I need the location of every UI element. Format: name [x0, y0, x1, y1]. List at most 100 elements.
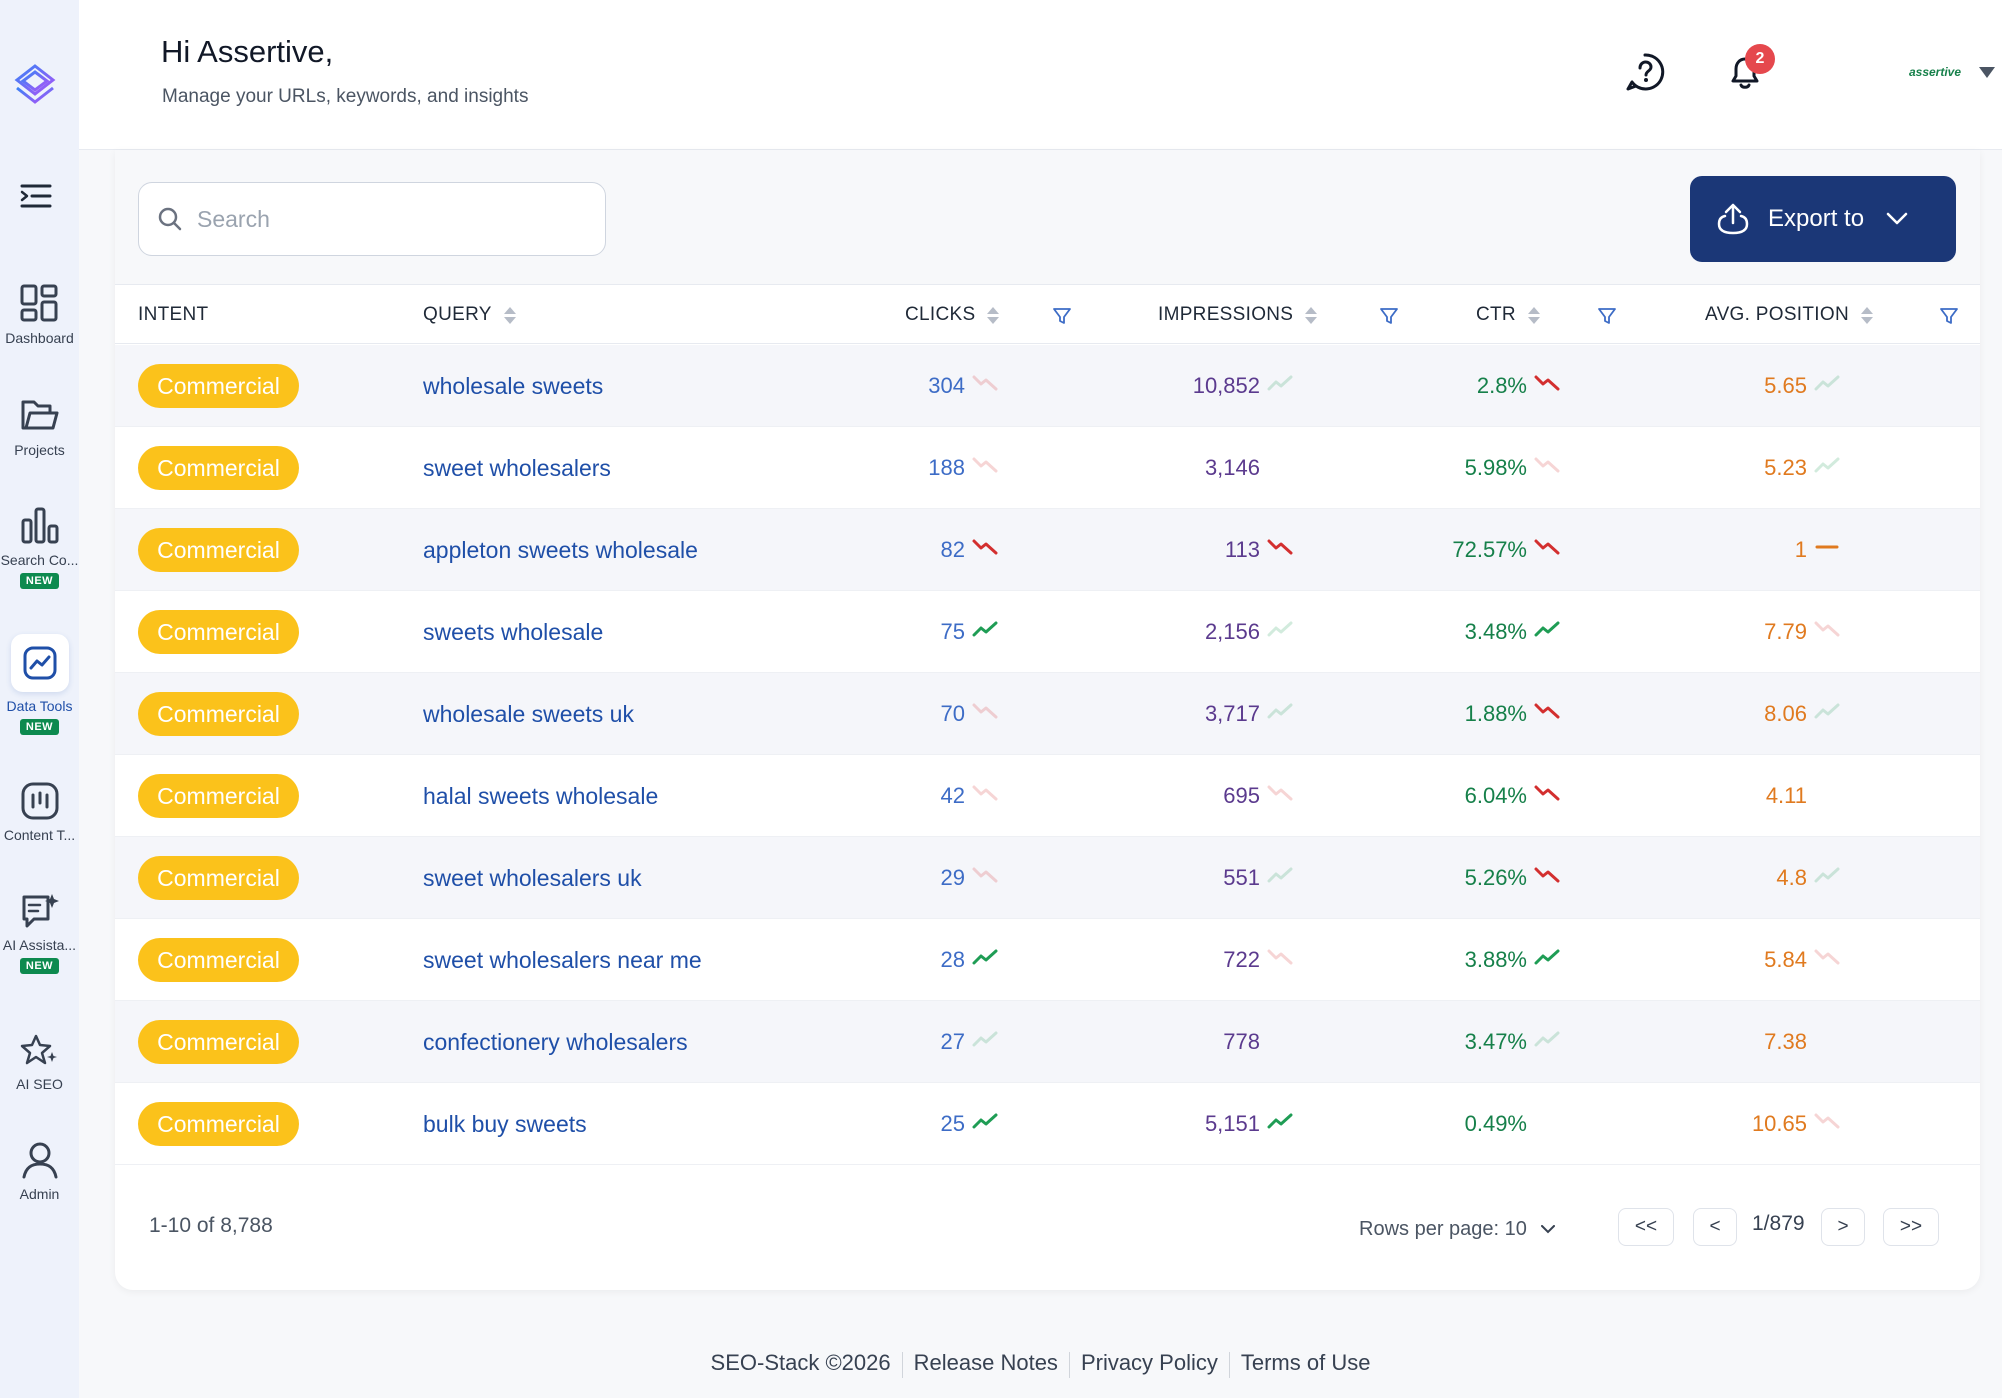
table-row[interactable]: Commercial confectionery wholesalers 27 778…: [115, 1001, 1980, 1083]
query-link[interactable]: halal sweets wholesale: [423, 782, 659, 809]
avg-position-value-cell: 7.38: [115, 1001, 1847, 1083]
content-icon: [21, 782, 58, 820]
sidebar-item-search-console[interactable]: Search Co... NEW: [0, 506, 79, 589]
trend-up-icon: [1534, 621, 1560, 637]
prev-page-button[interactable]: <: [1693, 1208, 1737, 1246]
query-link[interactable]: sweets wholesale: [423, 618, 604, 645]
account-menu[interactable]: assertive: [1897, 42, 1995, 102]
filter-icon[interactable]: [1597, 306, 1617, 326]
ctr-value: 0.49%: [1464, 1111, 1527, 1136]
impressions-value-cell: 778: [115, 1001, 1300, 1083]
divider: [1228, 1352, 1230, 1378]
sidebar-item-data-tools[interactable]: Data Tools NEW: [0, 634, 79, 735]
logo-icon[interactable]: [13, 62, 57, 110]
sidebar-item-ai-seo[interactable]: AI SEO: [0, 1030, 79, 1092]
trend-slot: [1260, 865, 1300, 891]
query-link[interactable]: appleton sweets wholesale: [423, 536, 698, 563]
clicks-value-cell: 304: [115, 345, 1005, 427]
sidebar-item-content-tools[interactable]: Content T...: [0, 781, 79, 843]
filter-icon[interactable]: [1939, 306, 1959, 326]
rows-per-page-select[interactable]: Rows per page: 10: [1359, 1213, 1555, 1245]
trend-slot: [965, 947, 1005, 973]
trend-slot: [1807, 701, 1847, 727]
query-link[interactable]: bulk buy sweets: [423, 1110, 587, 1137]
clicks-value: 82: [940, 537, 965, 562]
filter-icon[interactable]: [1379, 306, 1399, 326]
query-link[interactable]: sweet wholesalers uk: [423, 864, 642, 891]
new-badge: NEW: [19, 719, 60, 735]
trend-slot: [1807, 537, 1847, 563]
table-row[interactable]: Commercial halal sweets wholesale 42 695 6.0…: [115, 755, 1980, 837]
trend-down-icon: [972, 457, 998, 473]
avg-position-value: 5.23: [1764, 455, 1807, 480]
impressions-value: 551: [1223, 865, 1260, 890]
intent-badge: Commercial: [138, 610, 299, 654]
column-header-ctr[interactable]: CTR: [1476, 286, 1540, 344]
ctr-value: 3.88%: [1464, 947, 1527, 972]
sort-icon[interactable]: [1527, 306, 1540, 324]
sidebar-item-ai-assistant[interactable]: AI Assista... NEW: [0, 891, 79, 974]
trend-slot: [1260, 1111, 1300, 1137]
table-row[interactable]: Commercial bulk buy sweets 25 5,151 0.49% 10.…: [115, 1083, 1980, 1165]
top-header: Hi Assertive, Manage your URLs, keywords…: [79, 0, 2002, 150]
sidebar-item-admin[interactable]: Admin: [0, 1140, 79, 1202]
sidebar-item-label: Search Co...: [0, 552, 79, 568]
query-link[interactable]: confectionery wholesalers: [423, 1028, 688, 1055]
page-indicator: 1/879: [1752, 1212, 1805, 1235]
ctr-value-cell: 3.47%: [115, 1001, 1567, 1083]
avg-position-value: 8.06: [1764, 701, 1807, 726]
terms-of-use-link[interactable]: Terms of Use: [1240, 1350, 1371, 1375]
avg-position-value-cell: 8.06: [115, 673, 1847, 755]
trend-slot: [965, 619, 1005, 645]
search-box[interactable]: [138, 182, 606, 256]
first-page-button[interactable]: <<: [1618, 1208, 1674, 1246]
query-link[interactable]: sweet wholesalers near me: [423, 946, 702, 973]
intent-badge: Commercial: [138, 692, 299, 736]
column-header-query[interactable]: QUERY: [423, 286, 516, 344]
table-row[interactable]: Commercial appleton sweets wholesale 82 113…: [115, 509, 1980, 591]
trend-up-icon: [972, 1031, 998, 1047]
ctr-value: 1.88%: [1464, 701, 1527, 726]
help-icon[interactable]: [1625, 52, 1665, 92]
column-header-clicks[interactable]: CLICKS: [905, 286, 1000, 344]
query-link[interactable]: wholesale sweets: [423, 372, 604, 399]
table-row[interactable]: Commercial sweets wholesale 75 2,156 3.48% 7.…: [115, 591, 1980, 673]
query-link[interactable]: wholesale sweets uk: [423, 700, 634, 727]
sidebar-item-label: Projects: [14, 442, 65, 458]
sidebar-item-dashboard[interactable]: Dashboard: [0, 284, 79, 346]
clicks-value-cell: 28: [115, 919, 1005, 1001]
clicks-value: 188: [928, 455, 965, 480]
avg-position-value: 7.38: [1764, 1029, 1807, 1054]
trend-down-icon: [1534, 457, 1560, 473]
trend-up-icon: [1267, 375, 1293, 391]
query-link[interactable]: sweet wholesalers: [423, 454, 611, 481]
table-row[interactable]: Commercial wholesale sweets 304 10,852 2.8% 5…: [115, 345, 1980, 427]
trend-down-icon: [972, 867, 998, 883]
sort-icon[interactable]: [987, 306, 1000, 324]
search-input[interactable]: [197, 205, 587, 233]
sort-icon[interactable]: [503, 306, 516, 324]
next-page-button[interactable]: >: [1821, 1208, 1865, 1246]
privacy-policy-link[interactable]: Privacy Policy: [1080, 1350, 1218, 1375]
sort-icon[interactable]: [1860, 306, 1873, 324]
trend-down-icon: [972, 703, 998, 719]
export-button[interactable]: Export to: [1690, 176, 1956, 262]
star-sparkle-icon: [20, 1034, 57, 1065]
last-page-button[interactable]: >>: [1883, 1208, 1939, 1246]
table-row[interactable]: Commercial sweet wholesalers 188 3,146 5.98%…: [115, 427, 1980, 509]
avg-position-value-cell: 5.65: [115, 345, 1847, 427]
release-notes-link[interactable]: Release Notes: [913, 1350, 1058, 1375]
column-header-avg-position[interactable]: AVG. POSITION: [1705, 286, 1873, 344]
trend-slot: [1527, 865, 1567, 891]
table-row[interactable]: Commercial sweet wholesalers near me 28 722…: [115, 919, 1980, 1001]
sidebar: Dashboard Projects Search Co... NEW Data…: [0, 0, 79, 1398]
avg-position-value: 10.65: [1751, 1111, 1807, 1136]
menu-toggle-icon[interactable]: [20, 182, 52, 210]
filter-icon[interactable]: [1052, 306, 1072, 326]
table-row[interactable]: Commercial sweet wholesalers uk 29 551 5.26%…: [115, 837, 1980, 919]
sort-icon[interactable]: [1305, 306, 1318, 324]
column-header-impressions[interactable]: IMPRESSIONS: [1158, 286, 1318, 344]
sidebar-item-projects[interactable]: Projects: [0, 396, 79, 458]
table-row[interactable]: Commercial wholesale sweets uk 70 3,717 1.88…: [115, 673, 1980, 755]
impressions-value: 5,151: [1204, 1111, 1260, 1136]
